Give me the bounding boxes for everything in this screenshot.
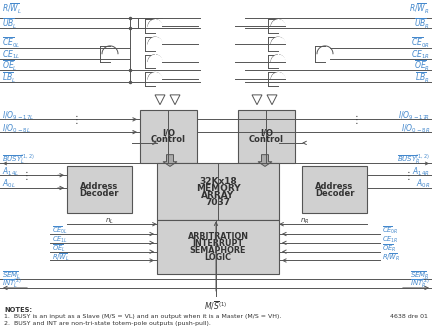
Text: $\vdots$: $\vdots$ <box>71 113 79 126</box>
Text: $I/O_{0-8L}$: $I/O_{0-8L}$ <box>2 122 31 135</box>
Text: $M/\overline{S}^{(1)}$: $M/\overline{S}^{(1)}$ <box>204 299 228 312</box>
Text: I/O: I/O <box>162 129 175 138</box>
Text: $R/\overline{W}_L$: $R/\overline{W}_L$ <box>52 251 70 263</box>
Text: $R/\overline{W}_L$: $R/\overline{W}_L$ <box>2 2 22 17</box>
Polygon shape <box>267 95 277 105</box>
Polygon shape <box>170 95 180 105</box>
Text: 2.  BUSY and INT are non-tri-state totem-pole outputs (push-pull).: 2. BUSY and INT are non-tri-state totem-… <box>4 321 211 326</box>
Text: $\overline{CE}_{0L}$: $\overline{CE}_{0L}$ <box>52 224 68 236</box>
Text: Address: Address <box>80 182 119 191</box>
Text: $\overline{CE}_{0R}$: $\overline{CE}_{0R}$ <box>411 36 430 50</box>
FancyBboxPatch shape <box>140 110 197 164</box>
Text: $\overline{INT}_R^{(2)}$: $\overline{INT}_R^{(2)}$ <box>410 277 430 291</box>
Text: $\overline{OE}_R$: $\overline{OE}_R$ <box>382 242 396 254</box>
Text: $n_L$: $n_L$ <box>105 217 114 226</box>
Text: $\overline{LB}_R$: $\overline{LB}_R$ <box>415 70 430 85</box>
Text: ARRAY: ARRAY <box>201 191 235 200</box>
Text: $I/O_{9-17R}$: $I/O_{9-17R}$ <box>398 110 430 122</box>
FancyBboxPatch shape <box>302 166 367 213</box>
Text: INTERRUPT: INTERRUPT <box>193 239 244 248</box>
Text: $CE_{1L}$: $CE_{1L}$ <box>2 49 20 61</box>
FancyBboxPatch shape <box>67 166 132 213</box>
Text: $R/\overline{W}_R$: $R/\overline{W}_R$ <box>382 251 400 263</box>
Text: $\overline{SEM}_L$: $\overline{SEM}_L$ <box>2 269 22 281</box>
Text: $\overline{OE}_R$: $\overline{OE}_R$ <box>414 59 430 73</box>
Text: $\overline{CE}_{0R}$: $\overline{CE}_{0R}$ <box>382 224 399 236</box>
Text: MEMORY: MEMORY <box>196 184 240 193</box>
Text: $\overline{OE}_L$: $\overline{OE}_L$ <box>2 59 18 73</box>
Text: Decoder: Decoder <box>315 189 354 198</box>
Text: $\vdots$: $\vdots$ <box>351 113 359 126</box>
Text: Decoder: Decoder <box>80 189 119 198</box>
Text: $CE_{1R}$: $CE_{1R}$ <box>411 49 430 61</box>
Text: $\overline{SEM}_R$: $\overline{SEM}_R$ <box>410 269 430 281</box>
Text: $n_R$: $n_R$ <box>300 217 309 226</box>
Text: $\vdots$: $\vdots$ <box>403 169 411 182</box>
Text: LOGIC: LOGIC <box>204 253 232 262</box>
Text: $R/\overline{W}_R$: $R/\overline{W}_R$ <box>409 2 430 17</box>
Text: $A_{0L}$: $A_{0L}$ <box>2 178 16 190</box>
Text: $A_{14L}$: $A_{14L}$ <box>2 165 19 178</box>
Text: 4638 dre 01: 4638 dre 01 <box>390 314 428 319</box>
Text: $\overline{OE}_L$: $\overline{OE}_L$ <box>52 242 66 254</box>
Text: $\overline{UB}_R$: $\overline{UB}_R$ <box>414 16 430 31</box>
Text: $\overline{CE}_{0L}$: $\overline{CE}_{0L}$ <box>2 36 20 50</box>
Text: $CE_{1L}$: $CE_{1L}$ <box>52 235 68 245</box>
FancyBboxPatch shape <box>157 220 279 274</box>
Text: Control: Control <box>249 136 284 145</box>
Text: $\overline{INT}_L^{(2)}$: $\overline{INT}_L^{(2)}$ <box>2 277 22 291</box>
Text: $\overline{UB}_L$: $\overline{UB}_L$ <box>2 16 18 31</box>
Text: Address: Address <box>315 182 354 191</box>
Text: Control: Control <box>151 136 186 145</box>
Text: NOTES:: NOTES: <box>4 307 32 313</box>
FancyBboxPatch shape <box>238 110 295 164</box>
FancyBboxPatch shape <box>157 164 279 220</box>
Text: $A_{14R}$: $A_{14R}$ <box>413 165 430 178</box>
Text: $\vdots$: $\vdots$ <box>21 169 29 182</box>
Text: $I/O_{9-17L}$: $I/O_{9-17L}$ <box>2 110 34 122</box>
Text: 7037: 7037 <box>206 198 231 207</box>
Polygon shape <box>258 155 272 166</box>
Text: $I/O_{0-8R}$: $I/O_{0-8R}$ <box>400 122 430 135</box>
Text: 1.  BUSY is an input as a Slave (M/S = VL) and an output when it is a Master (M/: 1. BUSY is an input as a Slave (M/S = VL… <box>4 314 281 319</box>
Text: 32Kx18: 32Kx18 <box>199 177 237 186</box>
Text: SEMAPHORE: SEMAPHORE <box>190 246 246 255</box>
Text: ARBITRATION: ARBITRATION <box>187 232 248 241</box>
Polygon shape <box>163 155 177 166</box>
Text: I/O: I/O <box>260 129 273 138</box>
Text: $\overline{BUSY}_R^{(1,2)}$: $\overline{BUSY}_R^{(1,2)}$ <box>397 153 430 167</box>
Text: $A_{0R}$: $A_{0R}$ <box>416 178 430 190</box>
Text: $\overline{LB}_L$: $\overline{LB}_L$ <box>2 70 16 85</box>
Polygon shape <box>252 95 262 105</box>
Text: $CE_{1R}$: $CE_{1R}$ <box>382 235 399 245</box>
Text: $\overline{BUSY}_L^{(1,2)}$: $\overline{BUSY}_L^{(1,2)}$ <box>2 153 35 167</box>
Polygon shape <box>155 95 165 105</box>
